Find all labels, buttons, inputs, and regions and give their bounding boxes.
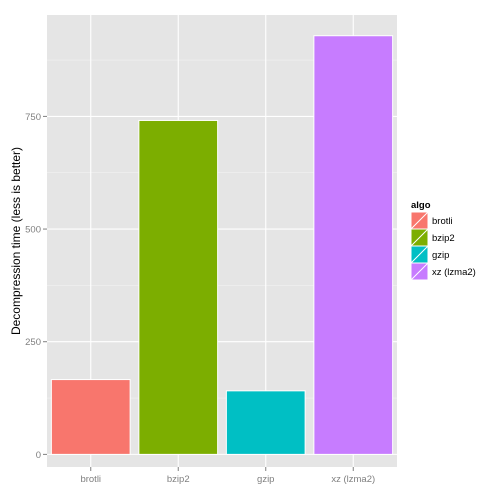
x-tick-label: brotli — [80, 474, 101, 485]
legend-swatch-slash — [410, 228, 429, 247]
legend-label: bzip2 — [432, 233, 455, 244]
x-tick-label: xz (lzma2) — [331, 474, 375, 485]
y-tick-label: 750 — [25, 112, 41, 123]
legend-swatch-slash — [410, 211, 429, 230]
y-tick-label: 0 — [36, 450, 41, 461]
bar-gzip — [225, 390, 306, 455]
bars — [50, 35, 394, 455]
y-axis: 0 250 500 750 — [25, 112, 47, 461]
bar-bzip2 — [138, 119, 219, 455]
x-axis: brotli bzip2 gzip xz (lzma2) — [80, 467, 375, 485]
legend-swatch-slash — [410, 262, 429, 281]
y-tick-label: 250 — [25, 337, 41, 348]
legend-swatch-slash — [410, 245, 429, 264]
legend-label: brotli — [432, 216, 453, 227]
y-axis-title: Decompression time (less is better) — [9, 147, 23, 335]
bar-xz-lzma2 — [313, 35, 394, 455]
x-tick-label: gzip — [257, 474, 274, 485]
y-tick-label: 500 — [25, 225, 41, 236]
legend-label: xz (lzma2) — [432, 267, 476, 278]
legend-label: gzip — [432, 250, 449, 261]
legend-title: algo — [411, 200, 431, 211]
bar-brotli — [50, 379, 131, 455]
x-tick-label: bzip2 — [167, 474, 190, 485]
legend: algo brotli bzip2 gzip xz (lzma2) — [410, 200, 476, 281]
